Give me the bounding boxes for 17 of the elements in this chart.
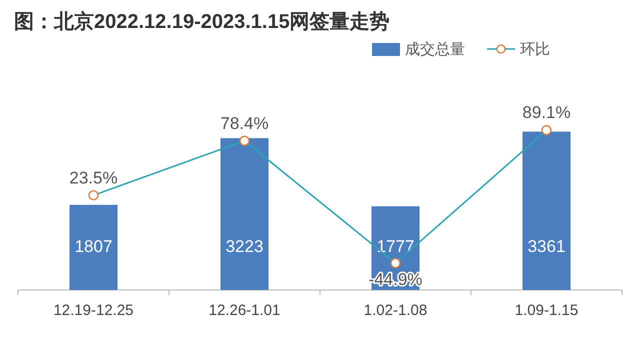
x-tick-label: 12.19-12.25 xyxy=(53,302,134,319)
legend-label: 环比 xyxy=(520,41,550,58)
data-label: 1807 xyxy=(74,237,112,256)
data-label: 3361 xyxy=(528,237,566,256)
data-label: 3223 xyxy=(226,237,264,256)
data-label: 23.5% xyxy=(69,168,118,188)
bar xyxy=(522,132,570,290)
x-tick-label: 1.09-1.15 xyxy=(514,302,578,319)
data-label: 78.4% xyxy=(220,114,269,133)
x-tick-label: 12.26-1.01 xyxy=(208,302,280,319)
x-tick-label: 1.02-1.08 xyxy=(364,302,428,319)
data-label: 1777 xyxy=(376,237,414,256)
chart-title: 图：北京2022.12.19-2023.1.15网签量走势 xyxy=(14,10,390,33)
legend-label: 成交总量 xyxy=(405,41,465,58)
bar xyxy=(70,204,118,290)
bar xyxy=(220,138,268,290)
data-label: 89.1% xyxy=(522,103,571,122)
